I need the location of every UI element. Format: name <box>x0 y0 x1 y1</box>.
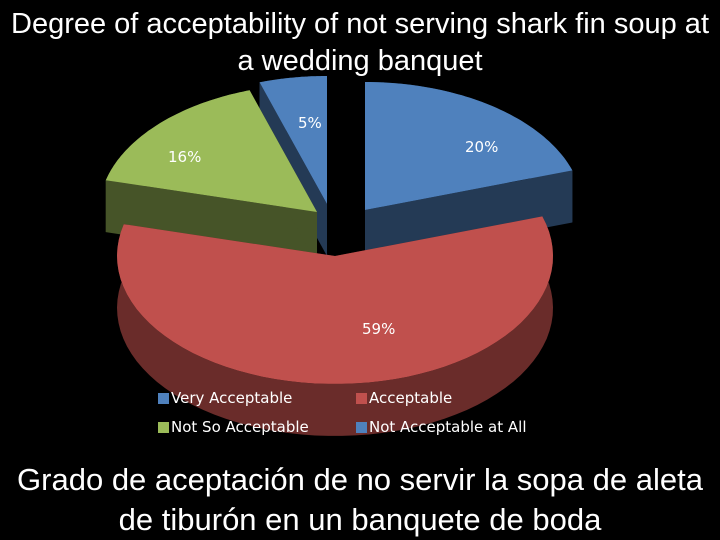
legend-item-acceptable: Acceptable <box>356 389 452 407</box>
pie-slice-top <box>365 82 573 210</box>
data-label-very-acceptable: 20% <box>465 138 498 156</box>
pie-slice-not-so-acceptable <box>105 90 317 264</box>
legend-label: Not So Acceptable <box>171 418 309 436</box>
pie-slice-side <box>117 216 553 436</box>
legend-swatch <box>356 421 367 433</box>
legend-item-very-acceptable: Very Acceptable <box>158 389 292 407</box>
chart-subtitle: Grado de aceptación de no servir la sopa… <box>17 462 703 537</box>
data-label-acceptable: 59% <box>362 320 395 338</box>
pie-slice-top <box>259 76 327 204</box>
legend-label: Acceptable <box>369 389 453 407</box>
legend-item-not-acceptable-at-all: Not Acceptable at All <box>356 418 527 436</box>
legend-label: Very Acceptable <box>171 389 293 407</box>
legend-swatch <box>158 392 169 404</box>
pie-slice-acceptable <box>117 216 553 436</box>
pie-slice-top <box>105 90 317 212</box>
pie-slice-wall <box>365 170 573 262</box>
legend-swatch <box>158 421 169 433</box>
pie-slice-top <box>117 216 553 384</box>
legend-label: Not Acceptable at All <box>369 418 527 436</box>
data-label-not-acceptable-at-all: 5% <box>298 114 322 132</box>
legend-item-not-so-acceptable: Not So Acceptable <box>158 418 309 436</box>
chart-title: Degree of acceptability of not serving s… <box>11 8 709 77</box>
pie-slice-very-acceptable <box>365 82 573 262</box>
pie-slice-wall <box>105 180 317 264</box>
data-label-not-so-acceptable: 16% <box>168 148 201 166</box>
legend-swatch <box>356 392 367 404</box>
